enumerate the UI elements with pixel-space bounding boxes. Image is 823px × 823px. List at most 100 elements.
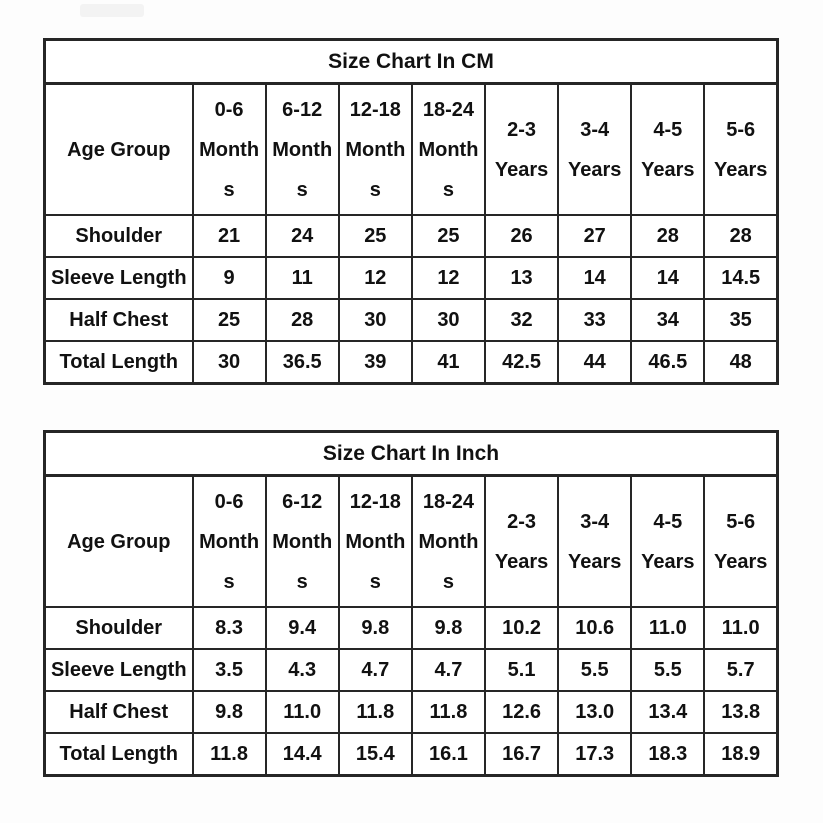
corner-header-age-group: Age Group [43, 474, 194, 608]
column-header: 18-24 Month s [410, 82, 487, 216]
table-title: Size Chart In CM [43, 38, 779, 85]
table-cell: 46.5 [630, 340, 706, 385]
table-cell: 30 [410, 298, 487, 342]
table-cell: 4.7 [410, 648, 487, 692]
table-cell: 11.8 [191, 732, 267, 777]
table-row: Half Chest 9.8 11.0 11.8 11.8 12.6 13.0 13.4 13.… [43, 690, 779, 734]
table-cell: 5.5 [557, 648, 633, 692]
column-header: 4-5 Years [630, 82, 706, 216]
size-table: Size Chart In Inch Age Group 0-6 Month s 6-… [43, 430, 779, 777]
table-row: Shoulder 21 24 25 25 26 27 28 28 [43, 214, 779, 258]
table-row: Sleeve Length 9 11 12 12 13 14 14 14.5 [43, 256, 779, 300]
table-cell: 48 [703, 340, 779, 385]
table-cell: 28 [703, 214, 779, 258]
column-header: 5-6 Years [703, 474, 779, 608]
table-cell: 36.5 [264, 340, 340, 385]
table-cell: 24 [264, 214, 340, 258]
table-cell: 5.5 [630, 648, 706, 692]
table-cell: 14.4 [264, 732, 340, 777]
table-cell: 12 [337, 256, 413, 300]
table-cell: 32 [483, 298, 560, 342]
table-row: Shoulder 8.3 9.4 9.8 9.8 10.2 10.6 11.0 11.0 [43, 606, 779, 650]
table-cell: 35 [703, 298, 779, 342]
table-cell: 12 [410, 256, 487, 300]
table-cell: 8.3 [191, 606, 267, 650]
row-label: Total Length [43, 732, 194, 777]
size-chart-cm-table: Size Chart In CM Age Group 0-6 Month s 6-12… [43, 38, 779, 385]
table-row: Half Chest 25 28 30 30 32 33 34 35 [43, 298, 779, 342]
table-cell: 14.5 [703, 256, 779, 300]
size-chart-inch-table: Size Chart In Inch Age Group 0-6 Month s 6-… [43, 430, 779, 777]
table-cell: 16.7 [483, 732, 560, 777]
table-cell: 5.7 [703, 648, 779, 692]
table-cell: 10.2 [483, 606, 560, 650]
table-cell: 25 [337, 214, 413, 258]
table-cell: 9 [191, 256, 267, 300]
corner-header-age-group: Age Group [43, 82, 194, 216]
column-header: 12-18 Month s [337, 474, 413, 608]
table-cell: 27 [557, 214, 633, 258]
table-cell: 9.8 [410, 606, 487, 650]
table-cell: 18.9 [703, 732, 779, 777]
column-header: 6-12 Month s [264, 82, 340, 216]
table-cell: 14 [557, 256, 633, 300]
column-header: 4-5 Years [630, 474, 706, 608]
table-cell: 10.6 [557, 606, 633, 650]
table-row: Sleeve Length 3.5 4.3 4.7 4.7 5.1 5.5 5.5 5.7 [43, 648, 779, 692]
table-cell: 13.0 [557, 690, 633, 734]
table-cell: 30 [337, 298, 413, 342]
table-cell: 14 [630, 256, 706, 300]
table-cell: 21 [191, 214, 267, 258]
table-cell: 25 [191, 298, 267, 342]
column-header: 0-6 Month s [191, 82, 267, 216]
table-cell: 18.3 [630, 732, 706, 777]
table-cell: 17.3 [557, 732, 633, 777]
table-cell: 11.8 [337, 690, 413, 734]
table-cell: 4.7 [337, 648, 413, 692]
table-cell: 12.6 [483, 690, 560, 734]
table-cell: 11 [264, 256, 340, 300]
column-header: 2-3 Years [483, 82, 560, 216]
column-header: 3-4 Years [557, 82, 633, 216]
row-label: Sleeve Length [43, 256, 194, 300]
table-cell: 33 [557, 298, 633, 342]
column-header: 3-4 Years [557, 474, 633, 608]
table-cell: 9.8 [191, 690, 267, 734]
column-header: 18-24 Month s [410, 474, 487, 608]
table-cell: 28 [264, 298, 340, 342]
table-cell: 13 [483, 256, 560, 300]
watermark-badge [80, 4, 144, 17]
table-cell: 30 [191, 340, 267, 385]
table-row: Total Length 11.8 14.4 15.4 16.1 16.7 17.3 18.3… [43, 732, 779, 777]
table-cell: 16.1 [410, 732, 487, 777]
table-row: Total Length 30 36.5 39 41 42.5 44 46.5 48 [43, 340, 779, 385]
table-cell: 11.0 [630, 606, 706, 650]
table-cell: 13.8 [703, 690, 779, 734]
table-cell: 28 [630, 214, 706, 258]
column-header: 0-6 Month s [191, 474, 267, 608]
column-header: 12-18 Month s [337, 82, 413, 216]
table-title: Size Chart In Inch [43, 430, 779, 477]
row-label: Half Chest [43, 690, 194, 734]
table-cell: 39 [337, 340, 413, 385]
row-label: Shoulder [43, 606, 194, 650]
column-header: 5-6 Years [703, 82, 779, 216]
row-label: Shoulder [43, 214, 194, 258]
table-cell: 26 [483, 214, 560, 258]
column-header: 6-12 Month s [264, 474, 340, 608]
table-cell: 34 [630, 298, 706, 342]
row-label: Half Chest [43, 298, 194, 342]
table-cell: 11.0 [264, 690, 340, 734]
table-cell: 13.4 [630, 690, 706, 734]
table-cell: 44 [557, 340, 633, 385]
row-label: Total Length [43, 340, 194, 385]
table-cell: 5.1 [483, 648, 560, 692]
table-cell: 4.3 [264, 648, 340, 692]
size-table: Size Chart In CM Age Group 0-6 Month s 6-12… [43, 38, 779, 385]
table-cell: 11.0 [703, 606, 779, 650]
table-cell: 11.8 [410, 690, 487, 734]
column-header: 2-3 Years [483, 474, 560, 608]
row-label: Sleeve Length [43, 648, 194, 692]
table-cell: 42.5 [483, 340, 560, 385]
